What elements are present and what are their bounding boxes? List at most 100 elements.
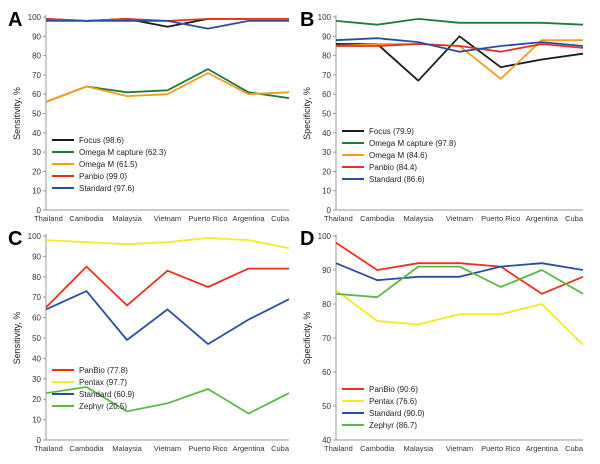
y-axis-title: Sensitivity, % [12,87,22,140]
chart-panel-a: A Sensitivity, % 0 10 20 30 40 50 60 70 80 90 100 Tha… [8,9,290,223]
legend-entry: Pentax (97.7) [79,378,127,387]
y-tick-label: 10 [322,187,331,196]
x-tick-label: Cuba [271,444,290,453]
x-tick-label: Vietnam [446,444,473,453]
legend-entry: Standard (97.6) [79,184,135,193]
y-tick-label: 100 [28,13,42,22]
series-line-pentax [335,289,584,346]
legend-entry: Omega M (61.5) [79,160,138,169]
y-tick-label: 40 [32,354,41,363]
series-line-omega [45,72,290,103]
legend: PanBio (90.6) Pentax (76.6) Standard (90.0… [342,385,425,430]
series-line-standard [335,262,584,282]
y-tick-label: 80 [32,52,41,61]
series-line-pentax [45,237,290,250]
y-tick-label: 70 [322,71,331,80]
x-tick-label: Cambodia [360,214,395,223]
legend-entry: Zephyr (86.7) [369,421,417,430]
x-tick-label: Cambodia [69,214,104,223]
y-tick-label: 30 [322,148,331,157]
x-tick-label: Cuba [565,214,584,223]
series-line-panbio [335,242,584,295]
y-axis-title: Specificity, % [302,87,312,140]
legend-entry: Focus (79.9) [369,127,414,136]
x-tick-label: Thailand [34,444,63,453]
legend-entry: Standard (60.9) [79,390,135,399]
x-tick-label: Argentina [526,214,559,223]
legend-entry: Standard (86.6) [369,175,425,184]
y-tick-label: 60 [322,368,331,377]
series-line-omega [335,17,584,26]
x-tick-label: Malaysia [404,214,434,223]
x-tick-label: Argentina [232,444,265,453]
x-tick-label: Puerto Rico [188,444,227,453]
x-tick-label: Thailand [34,214,63,223]
y-tick-label: 90 [32,32,41,41]
legend: Focus (98.6) Omega M capture (62.3) Omega … [52,136,166,193]
legend-entry: PanBio (77.8) [79,366,128,375]
y-tick-label: 40 [32,129,41,138]
panel-label: A [8,9,22,31]
y-tick-label: 40 [322,436,331,445]
y-tick-label: 80 [322,300,331,309]
y-tick-label: 70 [32,293,41,302]
legend-entry: Omega M (84.6) [369,151,428,160]
y-tick-label: 50 [322,402,331,411]
y-tick-label: 90 [32,252,41,261]
y-tick-label: 0 [327,206,332,215]
y-tick-label: 60 [32,90,41,99]
panel-label: D [300,228,314,250]
legend-entry: Zephyr (20.5) [79,402,127,411]
y-tick-label: 100 [318,13,332,22]
series-line-zephyr [45,386,290,415]
y-tick-label: 50 [32,334,41,343]
x-tick-label: Cambodia [69,444,104,453]
series-line-standard [46,19,289,30]
y-tick-label: 20 [32,167,41,176]
y-tick-label: 70 [32,71,41,80]
y-axis-title: Specificity, % [302,312,312,365]
x-tick-label: Argentina [526,444,559,453]
y-tick-label: 60 [322,90,331,99]
y-tick-label: 60 [32,314,41,323]
y-tick-label: 80 [322,52,331,61]
panel-label: B [300,9,314,31]
legend-entry: Omega M capture (62.3) [79,148,166,157]
x-tick-label: Puerto Rico [188,214,227,223]
legend-entry: Standard (90.0) [369,409,425,418]
y-tick-label: 30 [32,375,41,384]
legend-entry: Omega M capture (97.8) [369,139,456,148]
y-tick-label: 10 [32,187,41,196]
y-tick-label: 0 [37,206,42,215]
series-line-zephyr [335,265,584,299]
x-tick-label: Vietnam [446,214,473,223]
y-tick-label: 20 [32,395,41,404]
legend-entry: Pentax (76.6) [369,397,417,406]
y-tick-label: 30 [32,148,41,157]
y-axis-title: Sensitivity, % [12,312,22,365]
y-tick-label: 90 [322,32,331,41]
legend-entry: Panbio (99.0) [79,172,127,181]
series-line-omega [45,68,290,103]
x-tick-label: Malaysia [112,214,142,223]
legend-entry: Focus (98.6) [79,136,124,145]
x-tick-label: Cambodia [360,444,395,453]
x-tick-label: Cuba [565,444,584,453]
y-tick-label: 80 [32,273,41,282]
x-tick-label: Vietnam [154,444,181,453]
x-tick-label: Puerto Rico [481,444,520,453]
x-tick-label: Thailand [324,444,353,453]
y-tick-label: 100 [28,232,42,241]
legend: PanBio (77.8) Pentax (97.7) Standard (60.9… [52,366,135,411]
x-tick-label: Puerto Rico [481,214,520,223]
series-line-panbio [45,265,289,309]
y-tick-label: 90 [322,266,331,275]
chart-panel-d: D Specificity, % 40 50 60 70 80 90 100 Thailand Ca… [300,228,584,453]
x-tick-label: Malaysia [404,444,434,453]
x-tick-label: Argentina [232,214,265,223]
y-tick-label: 0 [37,436,42,445]
series-line-standard [335,37,584,53]
chart-panel-b: B Specificity, % 0 10 20 30 40 50 60 70 80 90 100 Tha… [300,9,584,223]
x-tick-label: Thailand [324,214,353,223]
x-tick-label: Cuba [271,214,290,223]
